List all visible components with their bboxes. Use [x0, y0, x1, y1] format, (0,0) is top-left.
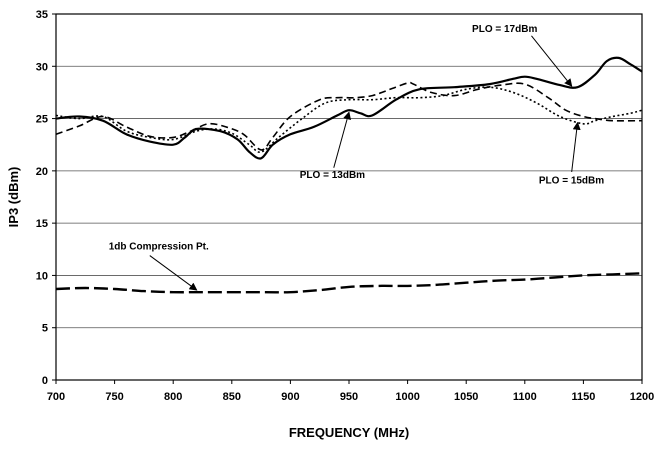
series-line-3: [55, 272, 643, 294]
annotation-arrow-2: [571, 121, 581, 172]
annotation-arrow-3: [149, 255, 198, 291]
annotation-arrow-0: [531, 35, 573, 87]
x-tick-label: 700: [47, 391, 65, 403]
x-tick-label: 950: [340, 391, 358, 403]
annotation-arrow-1: [333, 111, 352, 168]
x-tick-label: 1100: [513, 391, 537, 403]
annotation-label-3: 1db Compression Pt.: [109, 241, 209, 252]
y-tick-label: 15: [36, 218, 48, 230]
plot-area-frame: [55, 13, 643, 381]
y-tick-label: 25: [36, 114, 48, 126]
x-tick-label: 1150: [571, 391, 595, 403]
x-tick-label: 850: [223, 391, 241, 403]
y-axis-title: IP3 (dBm): [6, 167, 21, 228]
y-tick-label: 35: [36, 9, 48, 21]
y-tick-label: 20: [36, 166, 48, 178]
axes: 0 5 10 15 20 25 30 35 700 750 800 850 900 950 1000 1050…: [36, 9, 654, 403]
x-tick-label: 900: [281, 391, 299, 403]
series-line-2: [55, 86, 643, 153]
annotation-label-0: PLO = 17dBm: [472, 24, 537, 35]
y-tick-label: 0: [42, 375, 48, 387]
x-tick-label: 1000: [395, 391, 419, 403]
annotation-label-1: PLO = 13dBm: [300, 170, 365, 181]
series-line-0: [55, 56, 643, 160]
annotation-label-2: PLO = 15dBm: [539, 175, 604, 186]
x-tick-label: 1200: [630, 391, 654, 403]
data-series: [55, 56, 643, 294]
x-tick-label: 750: [105, 391, 123, 403]
x-tick-label: 800: [164, 391, 182, 403]
y-tick-label: 5: [42, 323, 48, 335]
x-axis-title: FREQUENCY (MHz): [289, 425, 409, 440]
annotations: PLO = 17dBm PLO = 13dBm PLO = 15dBm 1db Com…: [109, 24, 604, 291]
series-line-1: [55, 81, 643, 151]
y-tick-label: 30: [36, 61, 48, 73]
gridlines: [56, 65, 642, 329]
x-tick-label: 1050: [454, 391, 478, 403]
y-tick-label: 10: [36, 270, 48, 282]
